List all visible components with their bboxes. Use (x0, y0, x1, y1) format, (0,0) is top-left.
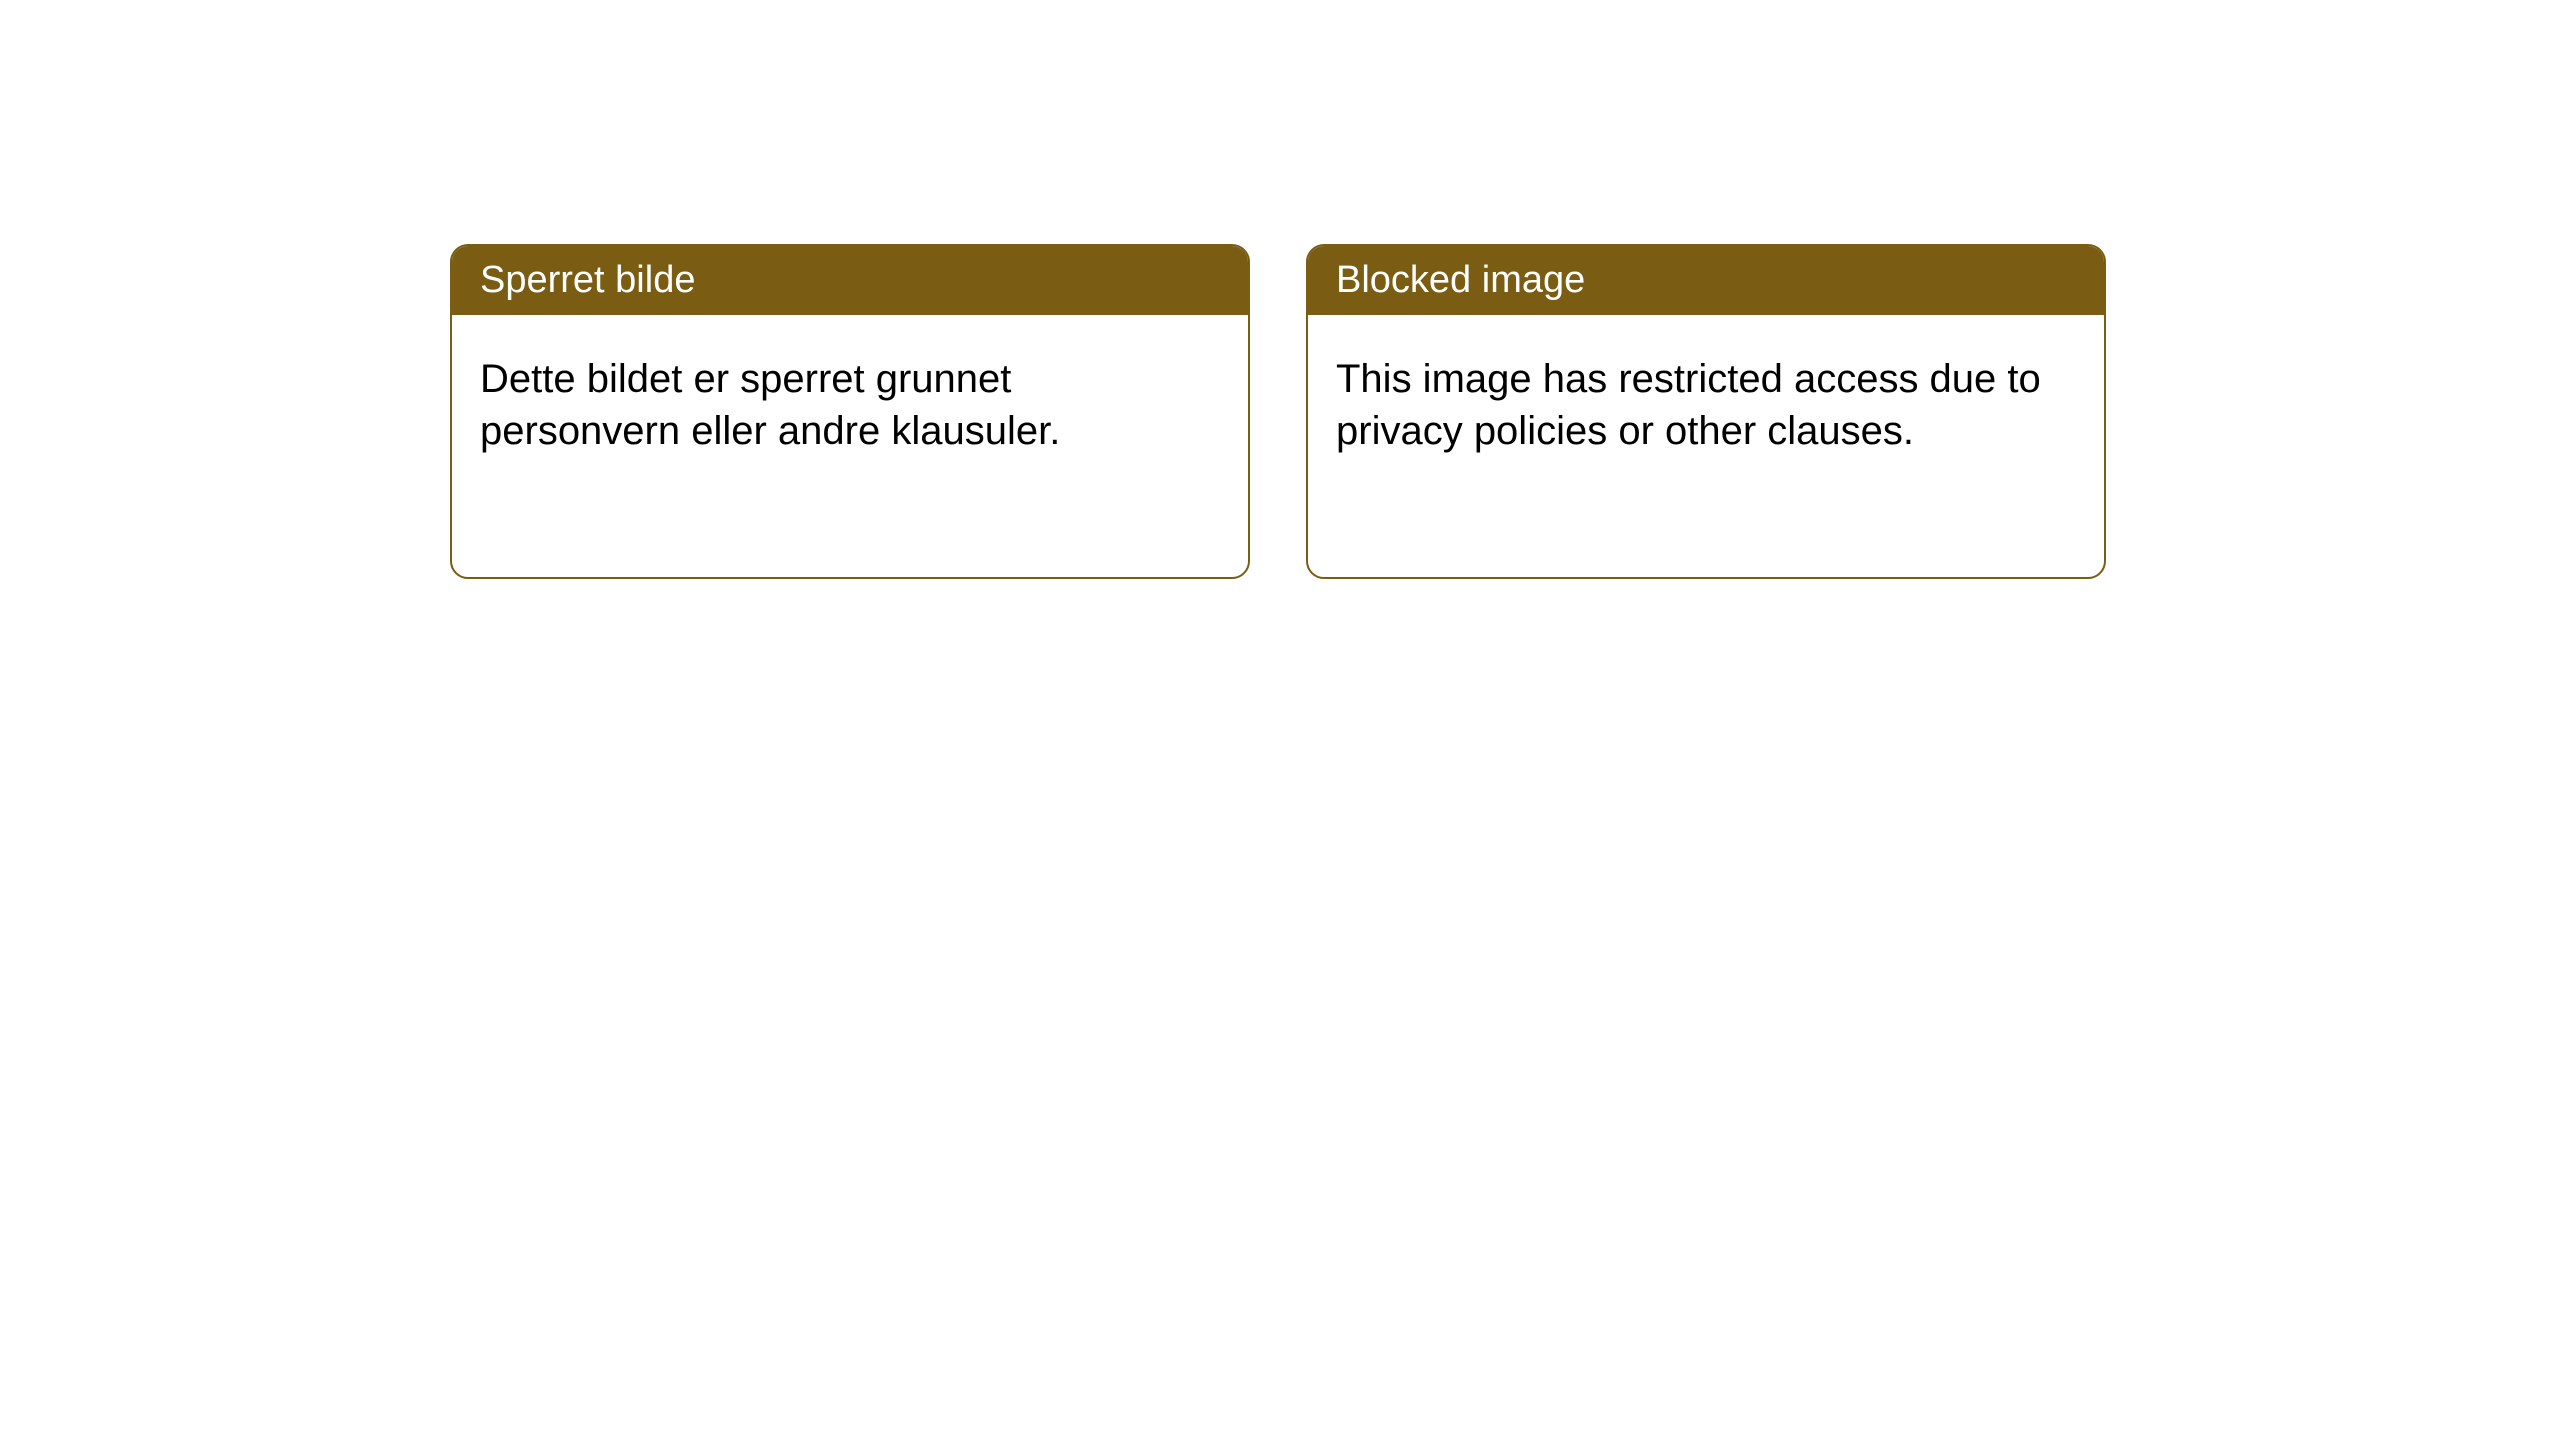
notice-cards-container: Sperret bilde Dette bildet er sperret gr… (450, 244, 2106, 579)
notice-title-norwegian: Sperret bilde (480, 259, 695, 301)
notice-card-norwegian: Sperret bilde Dette bildet er sperret gr… (450, 244, 1250, 579)
notice-body-english: This image has restricted access due to … (1308, 315, 2104, 495)
notice-card-english: Blocked image This image has restricted … (1306, 244, 2106, 579)
notice-title-english: Blocked image (1336, 259, 1585, 301)
notice-text-english: This image has restricted access due to … (1336, 357, 2041, 453)
notice-header-norwegian: Sperret bilde (452, 246, 1248, 315)
notice-body-norwegian: Dette bildet er sperret grunnet personve… (452, 315, 1248, 495)
notice-text-norwegian: Dette bildet er sperret grunnet personve… (480, 357, 1060, 453)
notice-header-english: Blocked image (1308, 246, 2104, 315)
